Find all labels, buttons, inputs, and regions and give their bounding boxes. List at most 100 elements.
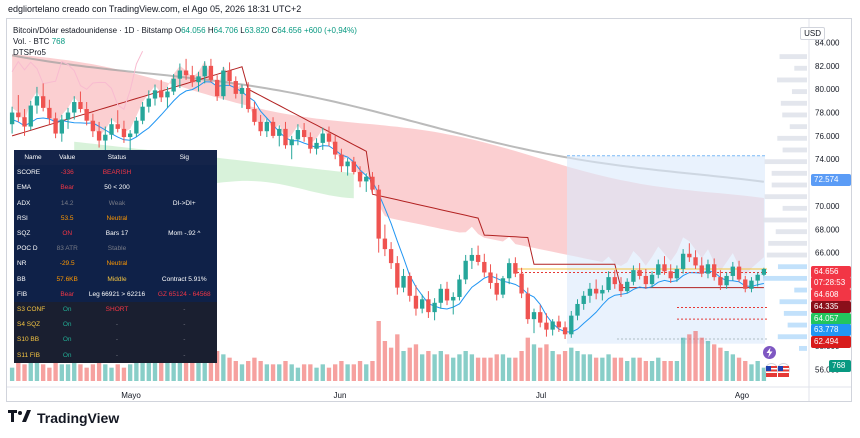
volume-bar bbox=[72, 361, 77, 381]
table-cell: S3 CONF bbox=[17, 305, 46, 313]
volume-profile-bar bbox=[763, 275, 807, 281]
volume-bar bbox=[395, 334, 400, 381]
volume-bar bbox=[743, 361, 748, 381]
candle-body bbox=[749, 280, 754, 289]
volume-bar bbox=[587, 354, 593, 381]
candle-body bbox=[761, 268, 767, 275]
volume-bar bbox=[581, 354, 586, 381]
candle-body bbox=[618, 284, 624, 292]
pink-line bbox=[11, 50, 144, 111]
candle-body bbox=[755, 274, 760, 281]
table-row: EMA Bear 50 < 200 bbox=[14, 180, 217, 196]
candle-body bbox=[301, 130, 307, 138]
volume-bar bbox=[28, 357, 33, 381]
volume-profile-bar bbox=[764, 194, 807, 200]
currency-label[interactable]: USD bbox=[800, 27, 825, 40]
y-tick-label: 80.000 bbox=[815, 85, 840, 94]
y-tick-label: 76.000 bbox=[815, 132, 840, 141]
volume-bar bbox=[388, 347, 394, 381]
volume-bar bbox=[34, 354, 40, 381]
volume-bar bbox=[631, 357, 636, 381]
table-cell: - bbox=[183, 321, 186, 329]
indicator-label[interactable]: DTSPro5 bbox=[13, 48, 46, 57]
volume-bar bbox=[494, 354, 499, 381]
volume-bar bbox=[519, 351, 524, 381]
volume-profile-bar bbox=[791, 89, 807, 95]
volume-label[interactable]: Vol. · BTC bbox=[13, 37, 50, 46]
volume-bar bbox=[196, 361, 201, 381]
candle-body bbox=[556, 321, 562, 328]
table-cell: NR bbox=[17, 260, 27, 268]
volume-bar bbox=[475, 357, 481, 381]
x-tick-label: Jul bbox=[536, 391, 546, 400]
candle-body bbox=[680, 253, 686, 269]
candle-body bbox=[649, 274, 655, 285]
value-area bbox=[567, 155, 765, 344]
candle-body bbox=[656, 264, 661, 275]
candle-body bbox=[712, 264, 717, 278]
lightning-icon[interactable] bbox=[763, 346, 776, 359]
volume-profile-bar bbox=[782, 205, 807, 211]
volume-bar bbox=[227, 357, 232, 381]
candle-body bbox=[190, 75, 195, 83]
symbol-title[interactable]: Bitcoin/Dólar estadounidense · 1D · Bits… bbox=[13, 26, 173, 35]
volume-bar bbox=[165, 361, 170, 381]
candle-body bbox=[140, 106, 145, 121]
volume-bar bbox=[506, 357, 512, 381]
level-badge-4: 64.057 bbox=[811, 313, 851, 325]
volume-bar bbox=[171, 357, 176, 381]
volume-bar bbox=[562, 351, 568, 381]
volume-bar bbox=[16, 361, 21, 381]
volume-bar bbox=[208, 354, 214, 381]
volume-profile-bar bbox=[771, 182, 807, 188]
flag-icon[interactable] bbox=[777, 363, 790, 377]
candle-body bbox=[22, 117, 27, 127]
candle-body bbox=[637, 270, 642, 276]
tradingview-logo[interactable]: TradingView bbox=[8, 409, 119, 427]
change-value: +600 (+0,94%) bbox=[303, 26, 357, 35]
countdown-badge: 07:28:53 bbox=[811, 277, 851, 289]
volume-bar bbox=[339, 361, 344, 381]
volume-bar bbox=[22, 364, 27, 381]
volume-bar bbox=[183, 357, 189, 381]
volume-profile-bar bbox=[766, 252, 807, 258]
table-cell: RSI bbox=[17, 214, 28, 222]
table-cell: SCORE bbox=[17, 169, 41, 177]
volume-bar bbox=[376, 321, 381, 381]
volume-profile-bar bbox=[777, 135, 807, 141]
price-chart[interactable]: 84.00082.00080.00078.00076.00074.00072.0… bbox=[7, 19, 852, 402]
volume-bar bbox=[121, 367, 127, 381]
candle-body bbox=[78, 102, 83, 110]
candle-body bbox=[469, 254, 475, 261]
table-row: FIB Bear Leg 66921 > 62216 GZ 65124 - 64568 bbox=[14, 286, 217, 302]
volume-bar bbox=[643, 361, 649, 381]
table-row: SQZ ON Bars 17 Mom -.92 ^ bbox=[14, 225, 217, 242]
close-value: 64.656 bbox=[277, 26, 302, 35]
candle-body bbox=[183, 70, 189, 76]
volume-profile-bar bbox=[777, 264, 807, 270]
candle-body bbox=[631, 270, 636, 282]
high-label: H bbox=[207, 26, 214, 35]
table-row: S3 CONF On SHORT - bbox=[14, 301, 217, 318]
candle-body bbox=[16, 112, 21, 118]
candle-body bbox=[9, 112, 15, 125]
volume-bar bbox=[556, 354, 562, 381]
table-cell: Neutral bbox=[106, 214, 128, 222]
candle-body bbox=[569, 315, 574, 335]
candle-body bbox=[500, 278, 506, 295]
chart-area[interactable]: 84.00082.00080.00078.00076.00074.00072.0… bbox=[6, 18, 852, 402]
candle-body bbox=[159, 90, 164, 98]
volume-bar bbox=[65, 364, 71, 381]
y-tick-label: 70.000 bbox=[815, 202, 840, 211]
volume-profile-bar bbox=[763, 217, 807, 223]
volume-bar bbox=[724, 351, 729, 381]
table-cell: Contract 5.91% bbox=[161, 275, 207, 283]
volume-bar bbox=[59, 364, 64, 381]
y-tick-label: 66.000 bbox=[815, 249, 840, 258]
table-cell: 83 ATR bbox=[56, 245, 78, 253]
y-tick-label: 74.000 bbox=[815, 155, 840, 164]
candle-body bbox=[413, 295, 419, 309]
level-badge-3: 64.335 bbox=[811, 301, 851, 313]
volume-bar bbox=[463, 351, 468, 381]
volume-bar bbox=[333, 364, 338, 381]
